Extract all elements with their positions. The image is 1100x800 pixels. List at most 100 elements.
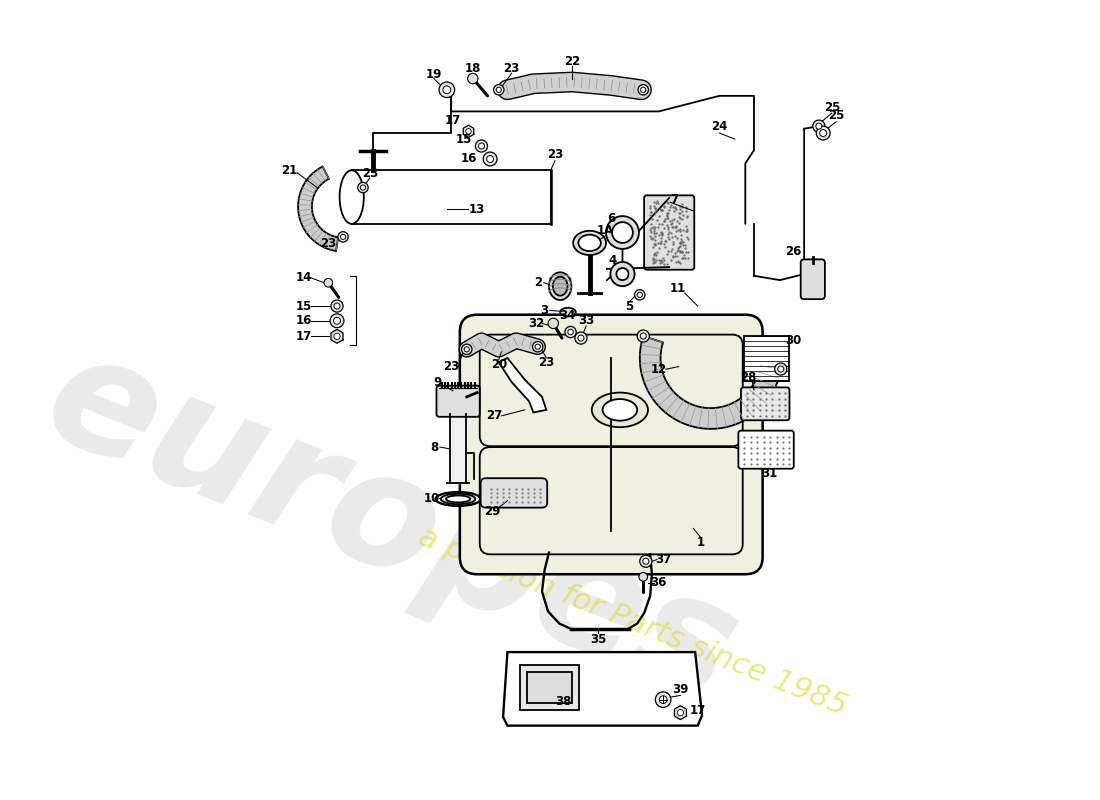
Circle shape xyxy=(496,87,502,92)
Text: 12: 12 xyxy=(651,362,667,376)
Bar xyxy=(527,672,572,703)
Text: 21: 21 xyxy=(282,164,297,177)
Ellipse shape xyxy=(592,393,648,427)
Circle shape xyxy=(358,182,368,193)
Text: 38: 38 xyxy=(556,695,572,708)
FancyBboxPatch shape xyxy=(645,195,694,270)
Polygon shape xyxy=(498,358,547,413)
Circle shape xyxy=(606,216,639,249)
Circle shape xyxy=(341,234,345,239)
Bar xyxy=(352,170,551,224)
Text: 23: 23 xyxy=(362,167,378,180)
Text: 25: 25 xyxy=(828,110,845,122)
Text: 37: 37 xyxy=(654,553,671,566)
Text: 13: 13 xyxy=(469,202,485,216)
Text: europes: europes xyxy=(24,318,758,735)
Text: 34: 34 xyxy=(559,309,575,322)
Polygon shape xyxy=(298,166,338,251)
Text: 15: 15 xyxy=(456,134,472,146)
Text: 10: 10 xyxy=(424,492,440,505)
Circle shape xyxy=(333,318,341,324)
Text: 28: 28 xyxy=(739,370,756,383)
Polygon shape xyxy=(640,336,781,429)
Text: 19: 19 xyxy=(426,68,442,81)
Text: 9: 9 xyxy=(433,376,441,389)
Circle shape xyxy=(774,363,786,375)
Circle shape xyxy=(486,155,494,162)
Text: 24: 24 xyxy=(712,121,727,134)
Ellipse shape xyxy=(553,277,568,296)
Text: 3: 3 xyxy=(540,304,549,317)
Circle shape xyxy=(475,140,487,152)
Ellipse shape xyxy=(579,234,601,251)
FancyBboxPatch shape xyxy=(741,387,790,420)
Text: 2: 2 xyxy=(534,276,542,290)
Circle shape xyxy=(575,332,587,344)
Circle shape xyxy=(532,342,543,352)
Text: 23: 23 xyxy=(320,238,337,250)
Ellipse shape xyxy=(560,308,575,317)
Ellipse shape xyxy=(340,170,364,224)
Circle shape xyxy=(535,344,540,350)
Text: 23: 23 xyxy=(538,356,554,369)
Circle shape xyxy=(494,85,504,95)
Text: 23: 23 xyxy=(547,148,563,161)
Circle shape xyxy=(637,330,649,342)
Circle shape xyxy=(610,262,635,286)
FancyBboxPatch shape xyxy=(460,314,762,574)
FancyBboxPatch shape xyxy=(481,478,547,508)
Circle shape xyxy=(638,85,648,95)
Text: 8: 8 xyxy=(430,441,438,454)
Circle shape xyxy=(578,335,584,341)
Text: 25: 25 xyxy=(824,101,840,114)
Circle shape xyxy=(640,87,646,92)
Text: a passion for Parts since 1985: a passion for Parts since 1985 xyxy=(415,522,851,722)
Text: 16: 16 xyxy=(460,153,476,166)
Circle shape xyxy=(678,710,683,716)
Circle shape xyxy=(659,696,667,703)
Text: 5: 5 xyxy=(625,299,634,313)
Text: 36: 36 xyxy=(650,576,667,590)
Circle shape xyxy=(820,130,826,137)
Circle shape xyxy=(778,366,784,372)
Circle shape xyxy=(338,232,349,242)
Text: 17: 17 xyxy=(444,114,461,126)
Circle shape xyxy=(334,303,340,309)
Text: 7: 7 xyxy=(670,193,679,206)
Circle shape xyxy=(548,318,559,329)
Ellipse shape xyxy=(573,231,606,255)
Circle shape xyxy=(462,344,472,354)
Polygon shape xyxy=(503,652,702,726)
Circle shape xyxy=(330,314,344,328)
Circle shape xyxy=(483,152,497,166)
Circle shape xyxy=(439,82,454,98)
Text: 23: 23 xyxy=(504,62,520,74)
Text: 18: 18 xyxy=(464,62,481,74)
Text: 31: 31 xyxy=(761,466,778,479)
Circle shape xyxy=(334,334,340,339)
Text: 15: 15 xyxy=(296,299,312,313)
Circle shape xyxy=(324,278,332,287)
Ellipse shape xyxy=(436,492,481,506)
Circle shape xyxy=(813,120,825,132)
Ellipse shape xyxy=(446,495,470,502)
Text: 17: 17 xyxy=(296,330,312,343)
Text: 39: 39 xyxy=(672,682,689,696)
FancyBboxPatch shape xyxy=(437,386,480,417)
Text: 27: 27 xyxy=(486,410,503,422)
Circle shape xyxy=(568,330,573,334)
Text: 33: 33 xyxy=(578,314,594,327)
Circle shape xyxy=(637,292,642,298)
Circle shape xyxy=(642,558,649,564)
Circle shape xyxy=(640,555,652,567)
Text: 20: 20 xyxy=(491,358,507,371)
Circle shape xyxy=(640,333,647,339)
Circle shape xyxy=(612,222,632,243)
Text: 30: 30 xyxy=(784,334,801,347)
Circle shape xyxy=(635,290,645,300)
Text: 23: 23 xyxy=(443,360,460,373)
Ellipse shape xyxy=(441,494,475,504)
Circle shape xyxy=(639,573,648,581)
Circle shape xyxy=(465,129,471,134)
Polygon shape xyxy=(463,126,474,138)
